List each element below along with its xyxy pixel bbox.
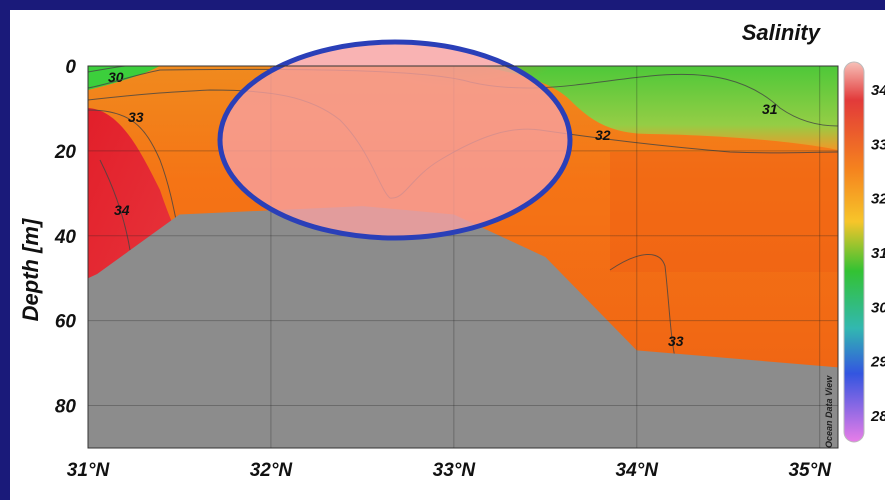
contour-label: 34 — [114, 202, 130, 218]
contour-line-34 — [99, 159, 131, 251]
highlight-ellipse — [217, 39, 573, 241]
y-tick-label: 60 — [55, 312, 77, 333]
chart-panel: 30 31 32 33 33 34 31°N 32°N 33°N 34°N 35°N 0 20 40 6… — [10, 10, 885, 500]
y-axis: 0 20 40 60 80 — [54, 57, 77, 418]
contour-label: 32 — [595, 127, 611, 143]
contour-label: 31 — [762, 101, 778, 117]
x-tick-label: 35°N — [788, 460, 832, 481]
contour-label: 33 — [128, 109, 144, 125]
y-tick-label: 20 — [54, 142, 77, 163]
y-tick-label: 40 — [54, 227, 77, 248]
colorbar — [843, 61, 865, 443]
x-tick-label: 34°N — [616, 460, 660, 481]
y-tick-label: 0 — [65, 57, 76, 78]
x-tick-label: 31°N — [67, 460, 111, 481]
contour-label: 30 — [108, 69, 124, 85]
plot-frame — [87, 65, 839, 449]
x-axis: 31°N 32°N 33°N 34°N 35°N — [67, 460, 832, 481]
contour-label: 33 — [668, 333, 684, 349]
colorbar-tick-label: 29 — [870, 354, 885, 371]
contour-line-33 — [609, 254, 687, 391]
colorbar-tick-label: 28 — [870, 408, 885, 425]
contour-line-30 — [88, 66, 126, 73]
y-tick-label: 80 — [55, 397, 77, 418]
colorbar-tick-label: 32 — [871, 191, 885, 208]
y-axis-label: Depth [m] — [18, 218, 43, 321]
colorbar-tick-label: 30 — [871, 299, 885, 316]
colorbar-tick-label: 33 — [871, 136, 885, 153]
x-tick-label: 32°N — [250, 460, 294, 481]
seafloor-bathymetry — [88, 206, 838, 448]
colorbar-ticks: 34 33 32 31 30 29 28 — [870, 82, 885, 425]
colorbar-tick-label: 31 — [871, 245, 885, 262]
ocean-data-view-watermark: Ocean Data View — [824, 375, 834, 448]
salinity-section-chart: 30 31 32 33 33 34 31°N 32°N 33°N 34°N 35°N 0 20 40 6… — [18, 20, 885, 481]
colorbar-tick-label: 34 — [871, 82, 885, 99]
x-tick-label: 33°N — [433, 460, 477, 481]
chart-title: Salinity — [742, 20, 822, 45]
